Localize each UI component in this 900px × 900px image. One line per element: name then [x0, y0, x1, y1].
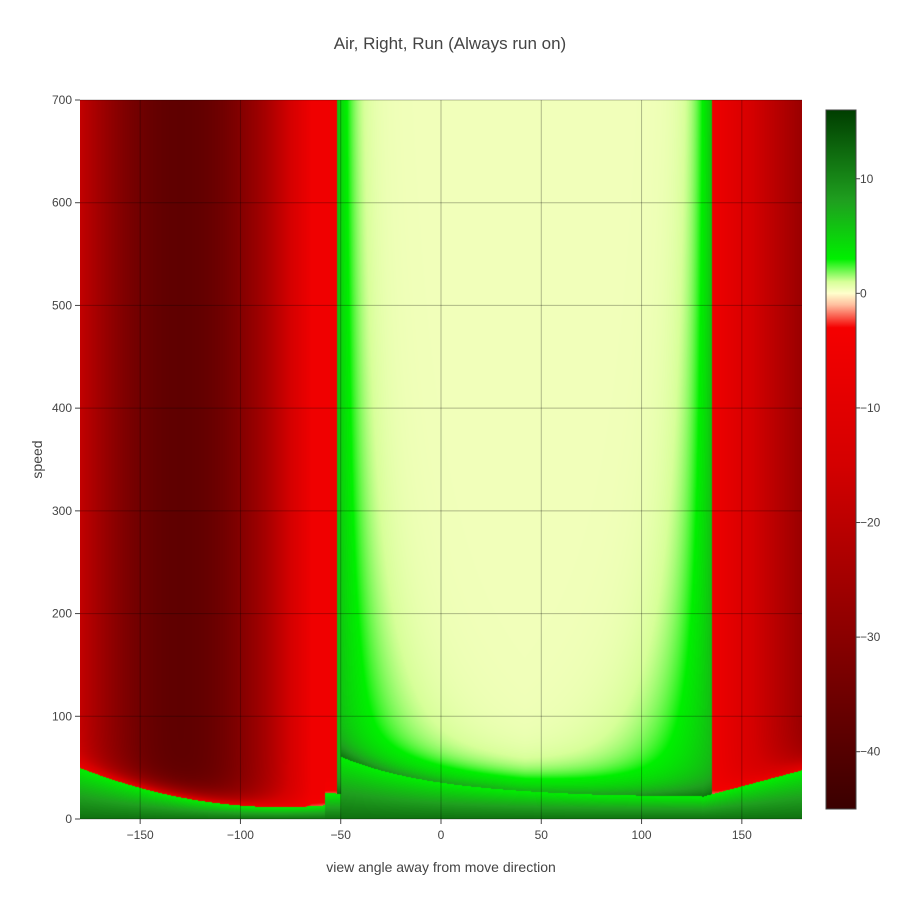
y-tick-label: 400: [52, 401, 72, 415]
y-tick-label: 100: [52, 709, 72, 723]
colorbar-tick-label: 10: [860, 172, 874, 186]
y-tick-label: 500: [52, 298, 72, 312]
colorbar-tick-label: −20: [860, 516, 881, 530]
chart-title: Air, Right, Run (Always run on): [333, 34, 567, 53]
y-tick-label: 0: [65, 812, 72, 826]
y-tick-label: 200: [52, 607, 72, 621]
x-tick-label: −150: [127, 828, 154, 842]
x-tick-label: −50: [331, 828, 352, 842]
heatmap-image: [80, 100, 802, 819]
colorbar-tick-label: −40: [860, 745, 881, 759]
colorbar-tick-label: 0: [860, 286, 867, 300]
x-tick-label: 150: [732, 828, 752, 842]
x-tick-label: −100: [227, 828, 254, 842]
x-tick-label: 0: [438, 828, 445, 842]
x-tick-label: 100: [632, 828, 652, 842]
x-tick-label: 50: [535, 828, 549, 842]
y-tick-label: 600: [52, 196, 72, 210]
colorbar: [825, 109, 857, 810]
x-axis-title: view angle away from move direction: [326, 859, 556, 875]
y-tick-label: 300: [52, 504, 72, 518]
y-axis-title: speed: [29, 440, 45, 478]
colorbar-tick-label: −10: [860, 401, 881, 415]
colorbar-tick-label: −30: [860, 630, 881, 644]
y-tick-label: 700: [52, 93, 72, 107]
